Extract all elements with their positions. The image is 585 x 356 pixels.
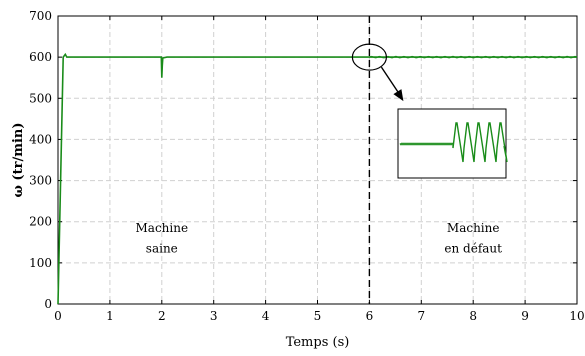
annotations: Machine saine Machine en défaut xyxy=(136,221,503,256)
speed-series-oscillation xyxy=(369,55,578,59)
x-tick-label: 7 xyxy=(417,309,425,323)
annotation-label: Machine xyxy=(447,221,500,235)
inset-zoom-signal xyxy=(399,122,508,163)
zoom-circle xyxy=(351,43,387,71)
annotation-label: saine xyxy=(146,242,178,256)
zoom-arrowhead xyxy=(393,89,404,102)
x-tick-label: 1 xyxy=(106,309,114,323)
y-tick-label: 100 xyxy=(29,256,52,270)
zoom-arrow xyxy=(380,66,400,95)
x-tick-label: 2 xyxy=(158,309,166,323)
annotation-label: Machine xyxy=(136,221,189,235)
annotation-label: en défaut xyxy=(444,242,502,256)
speed-series-line xyxy=(57,52,577,305)
x-tick-label: 0 xyxy=(54,309,62,323)
x-tick-label: 10 xyxy=(569,309,584,323)
y-tick-label: 200 xyxy=(29,215,52,229)
zoom-inset xyxy=(351,43,508,179)
y-tick-label: 300 xyxy=(29,174,52,188)
y-axis-title: ω (tr/min) xyxy=(11,123,26,198)
x-tick-label: 4 xyxy=(262,309,270,323)
y-tick-label: 600 xyxy=(29,50,52,64)
x-tick-label: 3 xyxy=(210,309,218,323)
y-tick-label: 500 xyxy=(29,91,52,105)
y-tick-label: 400 xyxy=(29,132,52,146)
x-axis-title: Temps (s) xyxy=(286,335,350,350)
x-tick-label: 5 xyxy=(314,309,322,323)
x-tick-label: 9 xyxy=(521,309,529,323)
x-tick-label: 6 xyxy=(366,309,374,323)
x-tick-label: 8 xyxy=(469,309,477,323)
y-tick-label: 0 xyxy=(44,297,52,311)
y-tick-label: 700 xyxy=(29,9,52,23)
plot-frame xyxy=(57,15,578,305)
series xyxy=(57,52,578,305)
